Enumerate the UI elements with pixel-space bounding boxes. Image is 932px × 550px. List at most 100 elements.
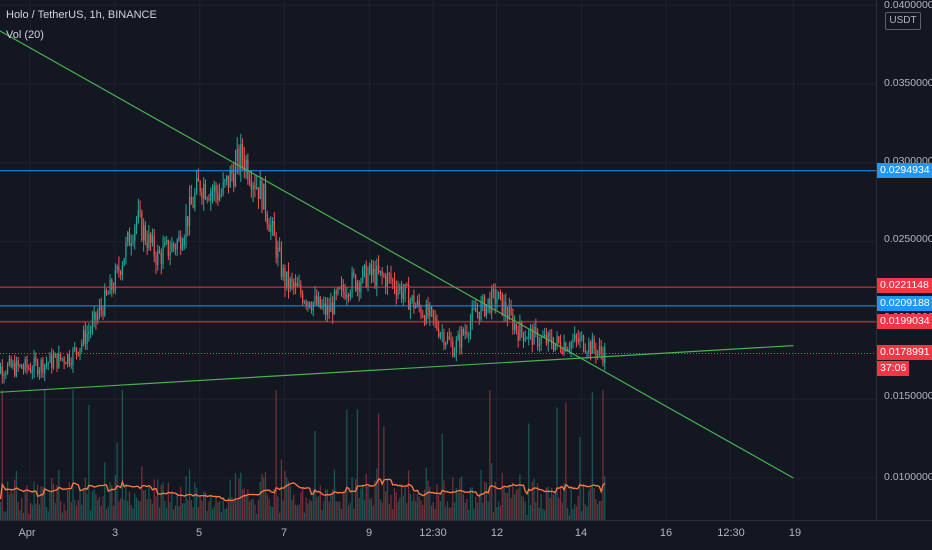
volume-bar <box>3 511 5 520</box>
volume-bar <box>363 499 366 520</box>
volume-bar <box>298 504 300 520</box>
candle-body <box>65 362 67 365</box>
volume-bar <box>287 481 290 520</box>
candle-body <box>370 264 373 275</box>
candle-body <box>362 268 364 283</box>
candle-body <box>40 359 42 371</box>
volume-bar <box>112 505 115 520</box>
volume-bar <box>455 487 457 520</box>
candle-body <box>42 359 44 374</box>
candle-body <box>298 284 300 286</box>
candle-body <box>229 170 231 188</box>
volume-layer <box>0 390 606 520</box>
candle-body <box>70 363 72 366</box>
candle-body <box>245 159 247 171</box>
volume-bar <box>349 502 351 520</box>
volume-bar <box>326 489 328 520</box>
volume-bar <box>294 504 297 520</box>
volume-bar <box>21 497 23 520</box>
candle-body <box>114 269 116 291</box>
candle-body <box>61 358 63 360</box>
price-tick: 0.0400000 <box>884 0 932 11</box>
volume-bar <box>498 501 500 520</box>
volume-bar <box>104 462 106 520</box>
candle-body <box>204 184 207 200</box>
candle-body <box>88 331 90 334</box>
currency-badge[interactable]: USDT <box>885 12 921 30</box>
volume-bar <box>469 487 472 520</box>
volume-bar <box>33 481 35 520</box>
volume-bar <box>572 508 574 520</box>
candle-body <box>84 330 86 345</box>
volume-bar <box>563 483 565 520</box>
volume-bar <box>68 482 71 520</box>
candle-body <box>236 148 238 161</box>
candle-body <box>309 302 311 308</box>
volume-bar <box>137 500 139 520</box>
candle-body <box>457 334 459 341</box>
volume-bar <box>346 409 348 520</box>
volume-bar <box>353 508 355 520</box>
candle-body <box>363 265 366 269</box>
volume-bar <box>568 515 571 520</box>
trendline <box>0 345 794 393</box>
candle-body <box>310 307 313 311</box>
candle-body <box>178 236 180 241</box>
candle-body <box>393 279 396 289</box>
volume-bar <box>372 505 374 520</box>
candle-body <box>475 308 477 313</box>
volume-indicator-label[interactable]: Vol (20) <box>6 29 44 41</box>
volume-bar <box>423 489 426 520</box>
volume-bar <box>402 495 404 520</box>
volume-bar <box>383 426 385 520</box>
candle-body <box>81 342 83 349</box>
volume-bar <box>309 499 311 520</box>
candle-body <box>47 362 49 364</box>
volume-bar <box>116 442 118 520</box>
volume-bar <box>146 499 148 520</box>
candle-body <box>63 358 65 363</box>
volume-bar <box>102 496 104 520</box>
volume-bar <box>506 493 509 520</box>
candle-body <box>582 335 585 351</box>
time-tick: 9 <box>365 527 373 539</box>
volume-bar <box>377 413 380 520</box>
volume-bar <box>430 505 433 520</box>
volume-bar <box>521 495 523 520</box>
candle-body <box>19 364 21 366</box>
candle-body <box>321 305 323 308</box>
volume-bar <box>196 487 198 520</box>
candle-body <box>473 308 475 310</box>
volume-bar <box>208 501 210 520</box>
volume-bar <box>95 493 97 520</box>
candle-body <box>547 332 549 344</box>
candle-body <box>107 293 109 295</box>
candle-body <box>203 184 205 199</box>
symbol-title[interactable]: Holo / TetherUS, 1h, BINANCE <box>6 9 157 21</box>
candle-body <box>22 368 25 370</box>
candle-body <box>439 333 442 337</box>
volume-bar <box>347 505 350 520</box>
candle-body <box>369 264 371 274</box>
candle-body <box>97 314 99 321</box>
volume-bar <box>582 483 585 520</box>
volume-bar <box>238 478 240 520</box>
volume-bar <box>194 482 196 520</box>
candle-body <box>58 352 60 368</box>
volume-bar <box>441 433 443 520</box>
volume-bar <box>264 471 267 520</box>
volume-bar <box>5 511 7 520</box>
candle-body <box>137 210 139 219</box>
candle-body <box>589 341 592 354</box>
volume-bar <box>266 494 268 520</box>
candle-body <box>10 358 12 367</box>
volume-bar <box>52 483 55 520</box>
candle-body <box>104 290 106 316</box>
candle-body <box>90 330 92 332</box>
volume-bar <box>337 501 339 520</box>
candle-body <box>496 299 498 304</box>
volume-bar <box>222 498 224 520</box>
volume-bar <box>570 488 572 520</box>
candle-body <box>231 170 233 175</box>
